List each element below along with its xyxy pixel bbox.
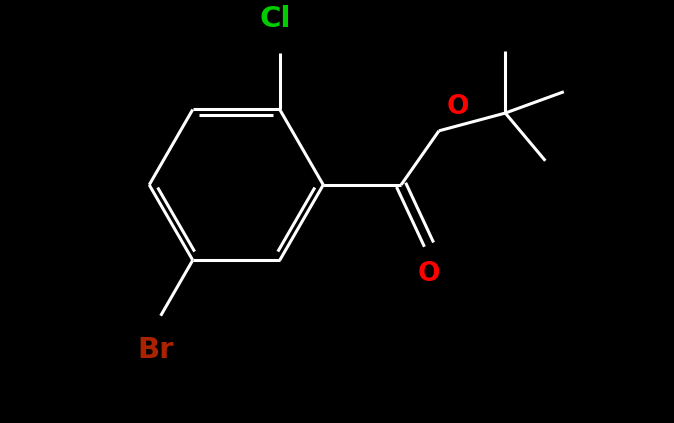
Text: Br: Br xyxy=(138,336,175,364)
Text: O: O xyxy=(446,94,469,120)
Text: Cl: Cl xyxy=(259,5,291,33)
Text: O: O xyxy=(418,261,440,287)
